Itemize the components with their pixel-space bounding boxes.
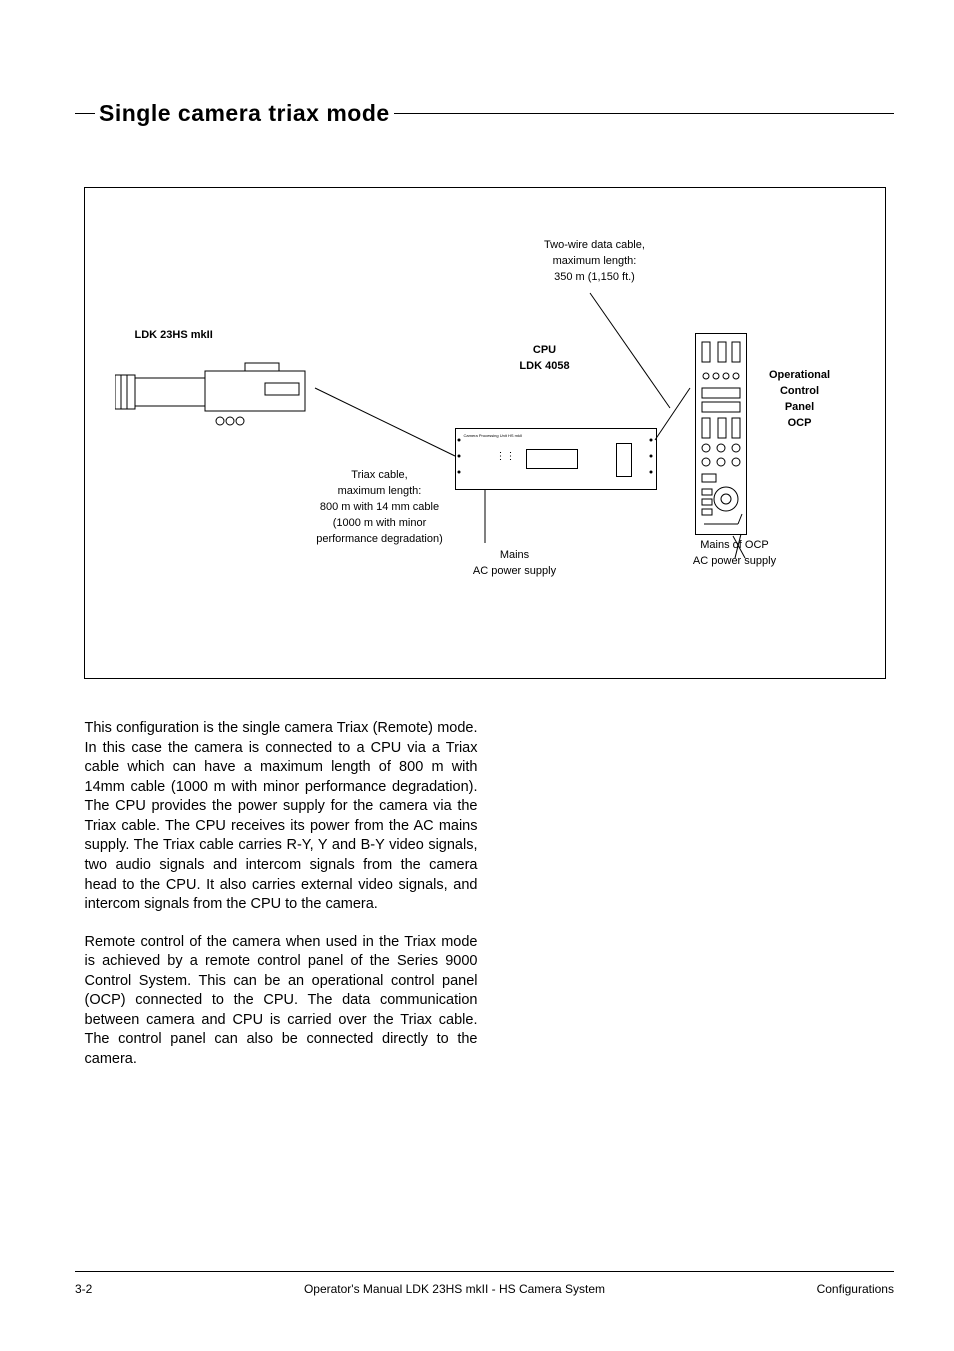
body-text: This configuration is the single camera … xyxy=(85,719,885,1070)
cpu-controls-icon: ⋮⋮ xyxy=(496,451,512,467)
mains-cpu-label: Mains AC power supply xyxy=(455,548,575,580)
page: Single camera triax mode Two-wire data c… xyxy=(0,0,954,1351)
page-footer: 3-2 Operator's Manual LDK 23HS mkII - HS… xyxy=(75,1271,894,1296)
paragraph-1: This configuration is the single camera … xyxy=(85,719,478,915)
text: Mains of OCP AC power supply xyxy=(693,539,776,567)
ocp-icon xyxy=(695,333,747,535)
footer-page-number: 3-2 xyxy=(75,1282,92,1296)
header-rule-left xyxy=(75,113,95,114)
section-header: Single camera triax mode xyxy=(75,100,894,127)
section-title: Single camera triax mode xyxy=(95,100,394,127)
cpu-label: CPU LDK 4058 xyxy=(495,343,595,375)
camera-icon xyxy=(115,353,315,433)
ocp-label: Operational Control Panel OCP xyxy=(755,368,845,432)
cpu-icon: Camera Processing Unit HS mkII ⋮⋮ xyxy=(455,428,657,490)
paragraph-2: Remote control of the camera when used i… xyxy=(85,933,478,1070)
mains-ocp-label: Mains of OCP AC power supply xyxy=(655,538,815,570)
footer-manual-title: Operator's Manual LDK 23HS mkII - HS Cam… xyxy=(304,1282,605,1296)
text: Triax cable, maximum length: 800 m with … xyxy=(316,469,443,545)
cpu-small-text: Camera Processing Unit HS mkII xyxy=(464,433,584,439)
diagram: Two-wire data cable, maximum length: 350… xyxy=(84,187,886,679)
triax-label: Triax cable, maximum length: 800 m with … xyxy=(290,468,470,548)
text: CPU LDK 4058 xyxy=(519,344,569,372)
data-cable-label: Two-wire data cable, maximum length: 350… xyxy=(505,238,685,286)
text-column: This configuration is the single camera … xyxy=(85,719,478,1070)
text: Two-wire data cable, maximum length: 350… xyxy=(544,239,645,283)
camera-label: LDK 23HS mkII xyxy=(135,328,213,344)
text: Mains AC power supply xyxy=(473,549,556,577)
header-rule-right xyxy=(394,113,894,114)
text: Operational Control Panel OCP xyxy=(769,369,830,429)
footer-section: Configurations xyxy=(817,1282,894,1296)
